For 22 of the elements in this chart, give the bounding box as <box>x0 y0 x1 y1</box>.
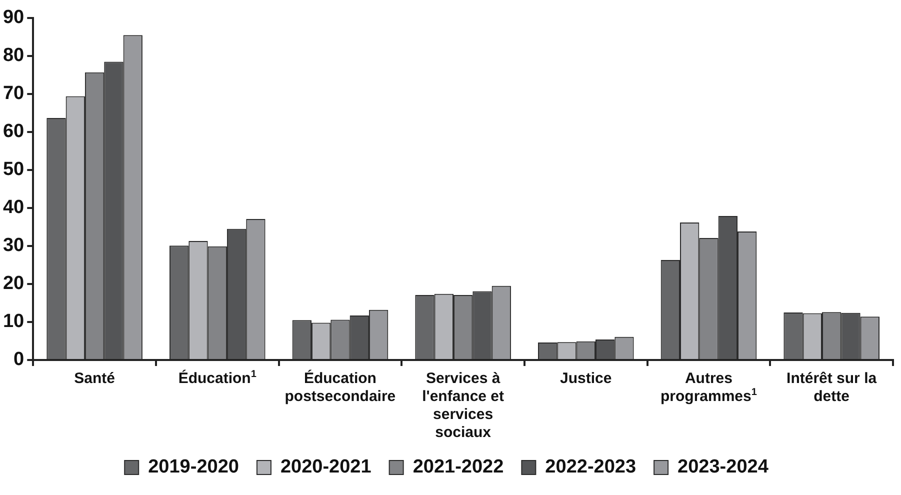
x-tick-label: Services à l'enfance et services sociaux <box>421 370 506 442</box>
legend-label: 2022-2023 <box>545 456 636 478</box>
legend-label: 2023-2024 <box>678 456 769 478</box>
y-tick-label: 0 <box>14 349 24 370</box>
x-tick-label: Éducation$^{1}$ <box>177 369 258 388</box>
y-tick-label: 20 <box>2 273 24 294</box>
y-tick-label: 30 <box>2 235 24 256</box>
y-tick-label: 90 <box>2 7 24 28</box>
x-tick-label: Justice <box>559 370 613 388</box>
y-tick-label: 60 <box>2 121 24 142</box>
legend-label: 2020-2021 <box>280 456 372 478</box>
y-tick-label: 70 <box>2 83 24 104</box>
x-tick-label: Intérêt sur la dette <box>786 370 878 406</box>
x-tick-label: Santé <box>73 370 116 388</box>
x-tick-label: Éducation postsecondaire <box>284 370 397 406</box>
y-tick-label: 80 <box>2 45 24 66</box>
legend-label: 2019-2020 <box>148 456 239 478</box>
y-tick-label: 10 <box>2 311 24 332</box>
y-tick-label: 50 <box>2 159 24 180</box>
y-tick-label: 40 <box>2 197 24 218</box>
x-tick-label: Autres programmes$^{1}$ <box>660 370 758 406</box>
legend-label: 2021-2022 <box>412 456 504 478</box>
